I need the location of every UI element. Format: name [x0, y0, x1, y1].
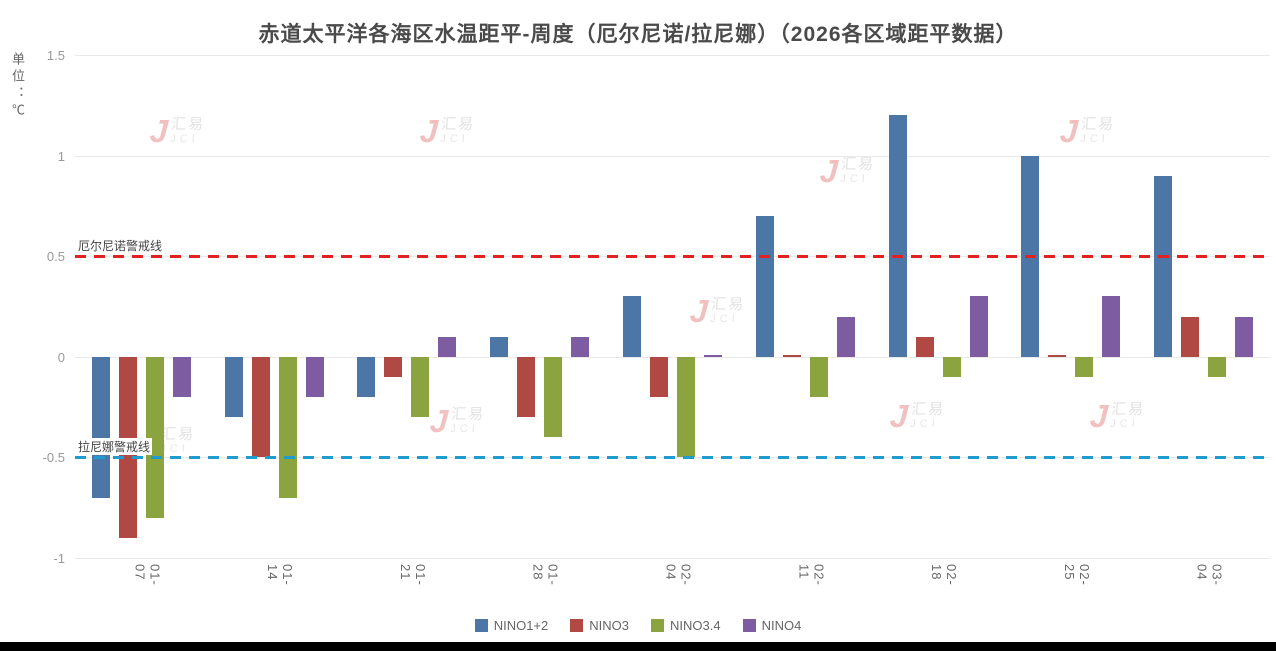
legend-item-NINO1+2[interactable]: NINO1+2	[474, 618, 549, 633]
reference-line	[75, 255, 1270, 259]
bar-NINO4-02-18	[969, 296, 988, 357]
reference-line-label: 厄尔尼诺警戒线	[76, 237, 165, 255]
bar-NINO1+2-03-04	[1154, 175, 1173, 357]
bottom-bar	[0, 642, 1276, 651]
reference-line	[75, 456, 1270, 460]
y-axis-unit-label: 单位：℃	[10, 52, 25, 120]
y-axis-tick-label: 0	[57, 349, 65, 365]
gridline	[75, 558, 1270, 559]
legend-swatch	[650, 619, 664, 632]
bar-NINO3-01-21	[384, 356, 403, 377]
y-axis-tick-label: -0.5	[42, 450, 65, 466]
bar-NINO1+2-02-04	[623, 296, 641, 357]
y-axis-tick-label: -1	[53, 551, 65, 566]
bar-NINO4-01-28	[571, 336, 590, 357]
legend-label: NINO4	[761, 618, 802, 633]
x-axis-label: 02-25	[1061, 564, 1092, 586]
y-axis-tick-label: 0.5	[46, 249, 65, 265]
bar-NINO4-03-04	[1235, 316, 1254, 357]
bar-NINO3-03-04	[1181, 316, 1200, 357]
legend-swatch	[742, 619, 756, 632]
x-axis-label: 01-14	[265, 564, 296, 586]
x-axis-label: 01-21	[397, 564, 428, 586]
y-axis-tick-label: 1.5	[46, 48, 65, 63]
chart-title: 赤道太平洋各海区水温距平-周度（厄尔尼诺/拉尼娜）（2026各区域距平数据）	[258, 23, 1018, 46]
bar-NINO3.4-03-04	[1208, 356, 1227, 377]
bar-NINO3.4-02-18	[942, 356, 961, 377]
legend-label: NINO1+2	[493, 618, 549, 633]
bar-NINO3.4-02-04	[677, 356, 695, 458]
legend-label: NINO3	[589, 618, 629, 633]
bar-NINO4-01-07	[172, 356, 191, 398]
bar-NINO1+2-02-11	[755, 215, 774, 357]
bar-NINO3-02-18	[915, 336, 934, 357]
plot-area: 1.5 1 0.5 0 -0.5 -1 厄尔尼诺警戒线 拉尼娜警戒线 01-07 01-14 01-…	[43, 48, 1270, 586]
legend-label: NINO3.4	[669, 618, 721, 633]
bar-NINO3.4-02-25	[1075, 356, 1094, 377]
bar-NINO3-02-04	[650, 356, 668, 398]
bar-NINO4-02-25	[1102, 296, 1121, 357]
x-axis-label: 01-07	[132, 564, 163, 586]
y-axis-tick-label: 1	[57, 148, 65, 164]
gridline	[75, 356, 1270, 358]
legend-item-NINO3[interactable]: NINO3	[570, 618, 629, 633]
x-axis-label: 01-28	[530, 564, 561, 586]
bar-NINO4-02-04	[704, 354, 722, 357]
bar-NINO1+2-01-21	[357, 356, 376, 398]
gridline	[75, 155, 1270, 157]
bar-NINO3-01-14	[251, 356, 270, 458]
bar-NINO1+2-01-28	[490, 336, 509, 357]
bar-NINO3-01-28	[517, 356, 536, 418]
bar-NINO4-01-14	[305, 356, 324, 398]
bar-NINO3.4-01-07	[145, 356, 164, 518]
x-axis-label: 03-04	[1194, 564, 1225, 586]
reference-line-label: 拉尼娜警戒线	[76, 438, 153, 456]
x-axis-label: 02-04	[663, 564, 694, 586]
bar-NINO4-01-21	[438, 336, 457, 357]
bar-NINO3.4-01-21	[411, 356, 430, 418]
bar-NINO3-02-11	[782, 354, 801, 357]
bar-NINO4-02-11	[836, 316, 855, 357]
x-axis-label: 02-11	[796, 564, 827, 586]
x-axis-label: 02-18	[929, 564, 960, 586]
bar-NINO3.4-01-14	[278, 356, 297, 498]
legend-swatch	[474, 619, 488, 632]
gridline	[75, 55, 1270, 56]
bar-NINO3-02-25	[1048, 354, 1067, 357]
bar-NINO1+2-01-07	[91, 356, 110, 498]
bar-NINO3.4-02-11	[809, 356, 828, 398]
legend-item-NINO4[interactable]: NINO4	[742, 618, 802, 633]
legend: NINO1+2 NINO3 NINO3.4 NINO4	[0, 618, 1276, 633]
legend-item-NINO3.4[interactable]: NINO3.4	[650, 618, 721, 633]
bar-NINO1+2-02-18	[888, 115, 907, 357]
bar-NINO1+2-01-14	[224, 356, 243, 418]
legend-swatch	[570, 619, 584, 632]
bar-NINO3.4-01-28	[544, 356, 563, 438]
